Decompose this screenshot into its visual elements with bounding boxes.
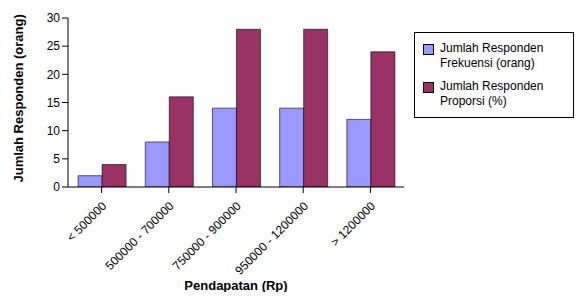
- html-text:Jumlah Responden Frekuensi (or: Jumlah Responden Frekuensi (orang): [440, 41, 544, 70]
- svg-text:25: 25: [47, 39, 61, 53]
- svg-text:5: 5: [53, 152, 60, 166]
- svg-text:> 1200000: > 1200000: [328, 199, 378, 249]
- svg-text:500000 - 700000: 500000 - 700000: [103, 199, 177, 273]
- svg-text:750000 - 900000: 750000 - 900000: [170, 199, 244, 273]
- svg-text:Pendapatan (Rp): Pendapatan (Rp): [184, 278, 287, 292]
- svg-text:15: 15: [47, 96, 61, 110]
- svg-text:20: 20: [47, 68, 61, 82]
- svg-text:0: 0: [53, 180, 60, 194]
- svg-text:950000 - 1200000: 950000 - 1200000: [232, 199, 311, 278]
- html-text:Jumlah Responden Proporsi (%): Jumlah Responden Proporsi (%): [440, 79, 544, 108]
- svg-text:Jumlah Responden (orang): Jumlah Responden (orang): [11, 14, 26, 182]
- svg-text:< 500000: < 500000: [64, 199, 110, 245]
- svg-text:30: 30: [47, 11, 61, 25]
- svg-text:10: 10: [47, 124, 61, 138]
